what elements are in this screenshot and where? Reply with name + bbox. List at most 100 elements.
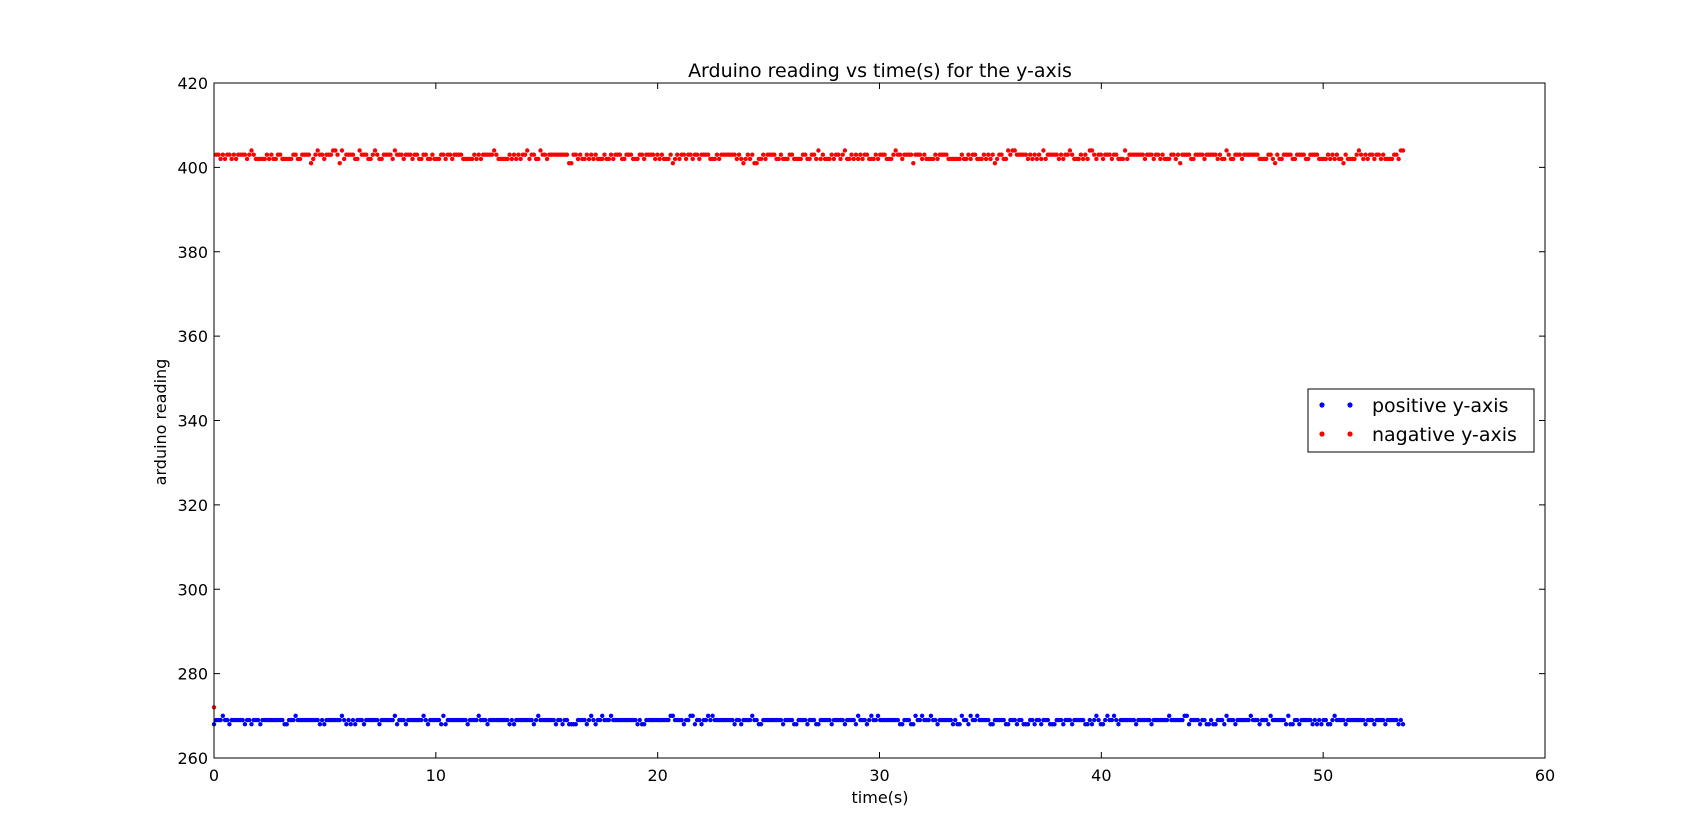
data-point xyxy=(778,152,784,157)
data-point xyxy=(249,148,254,153)
data-point xyxy=(655,152,660,157)
data-point xyxy=(1065,152,1070,157)
data-point xyxy=(242,722,248,727)
data-point xyxy=(983,156,989,162)
data-point xyxy=(1255,717,1260,723)
data-point xyxy=(1332,713,1337,719)
data-point xyxy=(1297,722,1302,727)
data-point xyxy=(750,152,755,157)
y-tick-label: 360 xyxy=(177,327,208,346)
data-point xyxy=(803,717,808,723)
data-point xyxy=(891,152,896,157)
y-tick-label: 320 xyxy=(177,496,208,515)
data-point xyxy=(505,156,510,162)
data-point xyxy=(928,713,934,719)
data-point xyxy=(1096,717,1101,723)
data-point xyxy=(1140,152,1145,157)
data-point xyxy=(637,717,642,723)
data-point xyxy=(231,152,237,157)
data-point xyxy=(1202,156,1207,162)
data-point xyxy=(688,152,693,157)
data-point xyxy=(220,713,226,719)
data-point xyxy=(739,722,744,727)
data-point xyxy=(875,156,881,162)
data-point xyxy=(359,717,364,723)
data-point xyxy=(558,717,563,723)
y-tick-label: 380 xyxy=(177,243,208,262)
data-point xyxy=(403,722,409,727)
data-point xyxy=(672,156,678,162)
data-point xyxy=(1091,152,1097,157)
data-point xyxy=(408,152,413,157)
data-point xyxy=(1264,717,1269,723)
data-point xyxy=(1089,148,1095,153)
data-point xyxy=(1230,717,1236,723)
data-point xyxy=(1332,156,1337,162)
data-point xyxy=(476,152,481,157)
data-point xyxy=(1061,156,1066,162)
data-point xyxy=(284,722,289,727)
data-point xyxy=(1103,717,1108,723)
data-point xyxy=(441,713,446,719)
legend-item: nagative y-axis xyxy=(1319,424,1517,446)
data-point xyxy=(514,156,519,162)
data-point xyxy=(1279,156,1284,162)
data-point xyxy=(1114,717,1119,723)
data-point xyxy=(522,152,528,157)
data-point xyxy=(1290,722,1295,727)
data-point xyxy=(375,717,380,723)
data-point xyxy=(507,722,512,727)
data-point xyxy=(339,713,345,719)
data-point xyxy=(1363,722,1368,727)
data-point xyxy=(1310,722,1315,727)
data-point xyxy=(705,713,711,719)
data-point xyxy=(430,152,435,157)
data-point xyxy=(536,156,541,162)
data-point xyxy=(972,152,978,157)
data-point xyxy=(703,717,709,723)
data-point xyxy=(531,722,537,727)
data-point xyxy=(1012,717,1017,723)
data-point xyxy=(1230,156,1236,162)
data-point xyxy=(1268,713,1273,719)
data-point xyxy=(1325,152,1331,157)
legend-label: positive y-axis xyxy=(1372,395,1508,417)
data-point xyxy=(1197,722,1203,727)
data-point xyxy=(1380,717,1386,723)
data-point xyxy=(666,156,671,162)
data-point xyxy=(315,148,320,153)
legend-item: positive y-axis xyxy=(1319,395,1508,417)
data-point xyxy=(469,156,475,162)
data-point xyxy=(1330,717,1335,723)
data-point xyxy=(1186,722,1192,727)
data-point xyxy=(690,713,695,719)
y-tick-label: 400 xyxy=(177,158,208,177)
data-point xyxy=(1369,152,1375,157)
data-point xyxy=(816,148,821,153)
data-point xyxy=(1120,156,1126,162)
data-point xyxy=(350,717,356,723)
data-point xyxy=(341,717,347,723)
data-point xyxy=(1369,717,1375,723)
data-point xyxy=(1149,722,1154,727)
data-point xyxy=(789,717,795,723)
data-point xyxy=(906,717,912,723)
data-point xyxy=(1056,156,1062,162)
data-point xyxy=(1217,152,1223,157)
data-point xyxy=(827,717,832,723)
data-point xyxy=(1213,152,1218,157)
data-point xyxy=(1039,156,1044,162)
y-tick-label: 420 xyxy=(177,74,208,93)
data-point xyxy=(670,160,676,166)
data-point xyxy=(1343,152,1348,157)
data-point xyxy=(653,156,658,162)
data-point xyxy=(1383,722,1388,727)
data-point xyxy=(858,152,863,157)
data-point xyxy=(394,722,400,727)
data-point xyxy=(968,156,973,162)
data-point xyxy=(1149,152,1154,157)
data-point xyxy=(734,156,740,162)
data-point xyxy=(1105,713,1110,719)
data-point xyxy=(505,717,510,723)
data-point xyxy=(489,152,495,157)
